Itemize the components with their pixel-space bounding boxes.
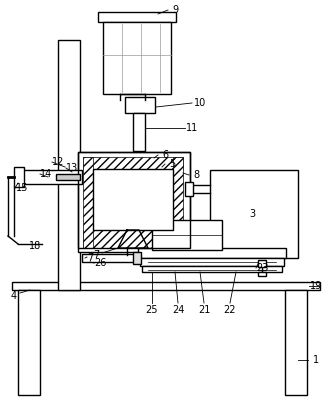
Text: 23: 23 (256, 263, 268, 273)
Bar (83, 157, 183, 169)
Bar (133, 113, 145, 151)
Text: 11: 11 (186, 123, 198, 133)
Text: 26: 26 (94, 258, 106, 268)
Bar (140, 258, 284, 266)
Bar (125, 97, 155, 113)
Bar (56, 174, 80, 180)
Bar (98, 12, 176, 22)
Bar (18, 290, 40, 395)
Text: 24: 24 (172, 305, 184, 315)
Bar (83, 157, 93, 248)
Bar (12, 282, 320, 290)
Bar (14, 167, 24, 187)
Bar (185, 182, 193, 196)
Text: 4: 4 (11, 291, 17, 301)
Bar (285, 290, 307, 395)
Text: 18: 18 (29, 241, 41, 251)
Bar (22, 170, 82, 184)
Bar (152, 220, 222, 250)
Text: 12: 12 (52, 157, 64, 167)
Bar (93, 169, 173, 230)
Text: 14: 14 (40, 169, 52, 179)
Bar (78, 152, 190, 252)
Text: 6: 6 (162, 150, 168, 160)
Bar (142, 266, 282, 272)
Text: 19: 19 (310, 281, 322, 291)
Bar (78, 152, 190, 248)
Text: 5: 5 (169, 159, 175, 169)
Text: 9: 9 (172, 5, 178, 15)
Text: 7: 7 (87, 253, 93, 263)
Bar (138, 248, 286, 258)
Text: 25: 25 (146, 305, 158, 315)
Text: 7: 7 (93, 250, 99, 260)
Text: 10: 10 (194, 98, 206, 108)
Text: 15: 15 (16, 183, 28, 193)
Bar (210, 170, 298, 258)
Bar (83, 230, 183, 248)
Bar (258, 272, 266, 276)
Bar (133, 252, 141, 264)
Text: 22: 22 (224, 305, 236, 315)
Text: 13: 13 (66, 163, 78, 173)
Text: 21: 21 (198, 305, 210, 315)
Bar (58, 40, 80, 290)
Text: 3: 3 (249, 209, 255, 219)
Text: 8: 8 (193, 170, 199, 180)
Bar (258, 260, 266, 267)
Text: 1: 1 (313, 355, 319, 365)
Bar (173, 157, 183, 248)
Bar (103, 22, 171, 94)
Bar (82, 254, 140, 262)
